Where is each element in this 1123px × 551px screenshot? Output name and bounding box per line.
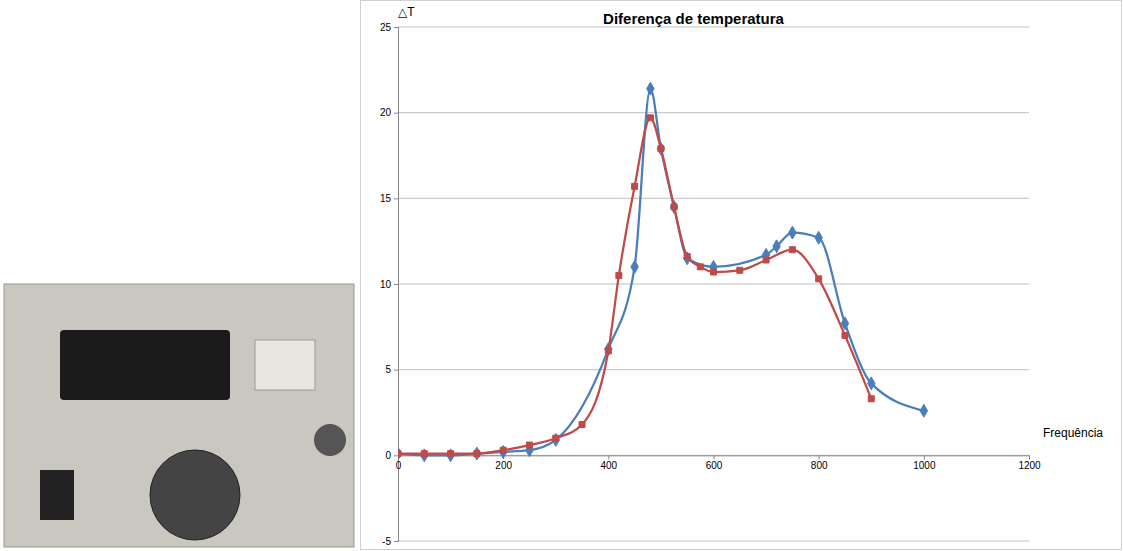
marker [789,247,795,253]
marker [657,142,664,155]
marker [398,451,401,457]
marker [920,404,927,417]
marker [815,231,822,244]
marker [447,449,454,462]
x-tick-label: 1200 [1018,460,1041,471]
marker [647,115,653,121]
grid-line [398,541,1029,542]
y-tick-mark [394,370,398,371]
chart-frame [361,1,1122,550]
grid-line [398,284,1029,285]
x-tick-mark [608,455,609,459]
y-tick-mark [394,27,398,28]
x-tick: 600 [706,455,723,471]
marker [658,146,664,152]
marker [868,396,874,402]
y-tick: 15 [380,193,398,204]
chart-title: Diferença de temperatura [603,10,785,27]
y-tick: 0 [385,450,398,461]
marker [499,445,506,458]
marker [842,332,848,338]
marker [868,377,875,390]
y-axis-title: △T [398,5,415,19]
y-tick: 20 [380,107,398,118]
x-tick: 800 [811,455,828,471]
marker [671,204,677,210]
marker [816,276,822,282]
grid-line [398,198,1029,199]
marker [697,264,703,270]
y-tick: -5 [382,536,398,547]
device-panel [255,340,315,390]
marker [616,272,622,278]
grid-line [398,369,1029,370]
device-knob [314,424,346,456]
marker [789,226,796,239]
x-tick-label: 1000 [913,460,936,471]
x-tick-mark [1029,455,1030,459]
x-axis: 0 200 400 600 800 1000 1200 [396,455,1041,471]
y-tick-mark [394,541,398,542]
marker [474,451,480,457]
y-tick-mark [394,113,398,114]
canvas: -5 0 5 10 15 20 25 0 200 400 600 800 1000 1200 Diferen… [0,0,1123,551]
marker [763,257,769,263]
marker [647,82,654,95]
marker [737,267,743,273]
x-tick-label: 0 [396,460,402,471]
y-tick-label: 25 [380,22,392,33]
grid [398,27,1029,541]
x-tick-label: 800 [811,460,828,471]
y-tick: 25 [380,22,398,33]
marker [579,421,585,427]
device-display [60,330,230,400]
marker [500,447,506,453]
marker [448,451,454,457]
device-sketch [4,284,354,547]
x-tick: 400 [600,455,617,471]
marker [631,260,638,273]
x-tick-mark [714,455,715,459]
x-axis-title: Frequência [1043,426,1103,440]
marker [773,240,780,253]
y-tick-label: 10 [380,279,392,290]
grid-line [398,112,1029,113]
marker [398,447,402,460]
x-tick-label: 600 [706,460,723,471]
x-tick: 1200 [1018,455,1041,471]
marker [553,435,559,441]
y-tick-mark [394,198,398,199]
y-tick-mark [394,284,398,285]
marker [605,348,611,354]
y-tick: 5 [385,364,398,375]
marker [684,254,690,260]
marker [421,449,428,462]
y-tick-label: 15 [380,193,392,204]
x-axis-line [399,456,1030,460]
y-tick-mark [394,455,398,456]
series-line [398,89,924,456]
marker [526,442,532,448]
x-tick-mark [924,455,925,459]
marker [552,433,559,446]
marker [711,269,717,275]
y-tick-label: 20 [380,107,392,118]
device-body [4,284,354,547]
x-tick-label: 400 [600,460,617,471]
y-tick: 10 [380,279,398,290]
y-tick-label: -5 [382,536,391,547]
device-knob [150,450,240,540]
device-switch [40,470,74,520]
x-tick: 1000 [913,455,936,471]
x-tick-label: 200 [495,460,512,471]
marker [632,183,638,189]
x-tick-mark [819,455,820,459]
plot-area [398,82,928,462]
y-tick-label: 5 [385,364,391,375]
marker [473,447,480,460]
y-tick-label: 0 [385,450,391,461]
series-line [398,118,871,454]
marker [421,451,427,457]
marker [683,252,690,265]
